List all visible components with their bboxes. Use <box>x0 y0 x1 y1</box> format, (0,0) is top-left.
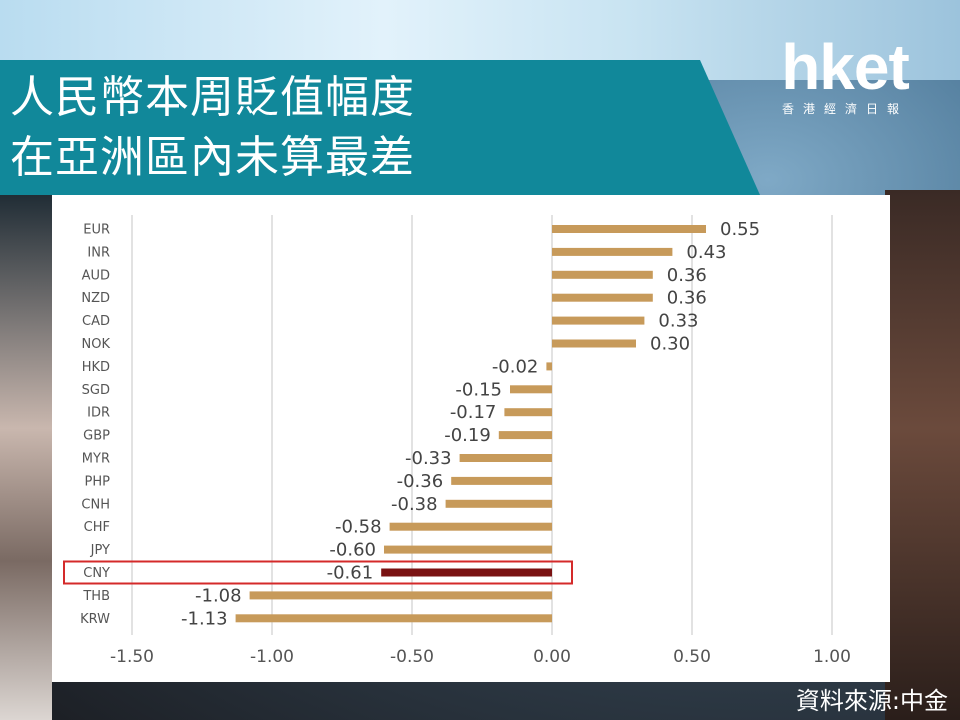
data-label: -0.60 <box>329 540 376 561</box>
data-label: 0.30 <box>650 334 690 355</box>
data-label: -0.38 <box>391 494 438 515</box>
bar <box>552 247 673 256</box>
hket-logo: hket 香港經濟日報 <box>755 35 935 130</box>
x-tick-label: 1.00 <box>813 647 851 667</box>
bar <box>235 614 552 623</box>
category-label: AUD <box>82 268 110 283</box>
data-label: 0.36 <box>667 265 707 286</box>
bar <box>510 385 552 394</box>
bar <box>546 362 552 371</box>
highlight-box <box>63 560 573 585</box>
data-label: -1.08 <box>195 585 242 606</box>
bar <box>249 591 552 600</box>
bar <box>498 431 552 440</box>
bar <box>552 293 653 302</box>
bar <box>445 499 552 508</box>
data-label: 0.43 <box>686 242 726 263</box>
bar <box>552 270 653 279</box>
bar <box>504 408 552 417</box>
category-label: SGD <box>82 383 110 398</box>
bar-chart: -1.50 -1.00 -0.50 0.00 0.50 1.00 EUR 0.55 INR 0.4… <box>63 215 851 667</box>
category-label: GBP <box>83 429 110 444</box>
source-note: 資料來源:中金 <box>795 687 948 715</box>
title-line-1: 人民幣本周貶值幅度 <box>10 72 415 123</box>
logo-wordmark: hket <box>781 31 910 103</box>
category-label: NZD <box>81 291 110 306</box>
category-label: PHP <box>85 474 111 489</box>
category-label: EUR <box>83 223 110 238</box>
data-label: -0.19 <box>444 425 491 446</box>
bar <box>459 454 552 462</box>
data-label: -0.15 <box>455 379 502 400</box>
category-label: CNY <box>83 566 110 581</box>
chart-panel: -1.50 -1.00 -0.50 0.00 0.50 1.00 EUR 0.55 INR 0.4… <box>52 195 890 682</box>
data-label: -0.02 <box>492 356 539 377</box>
data-label: -0.17 <box>450 402 497 423</box>
data-label: 0.36 <box>667 288 707 309</box>
category-label: JPY <box>90 543 110 558</box>
bar <box>552 225 706 233</box>
x-tick-label: -0.50 <box>390 647 434 667</box>
category-label: CHF <box>84 520 110 535</box>
category-label: HKD <box>82 360 110 375</box>
x-tick-label: 0.00 <box>533 647 571 667</box>
category-label: CNH <box>81 497 110 512</box>
bar <box>552 316 645 325</box>
data-label: -0.33 <box>405 448 452 469</box>
category-label: NOK <box>82 337 111 352</box>
x-tick-label: 0.50 <box>673 647 711 667</box>
data-label: 0.55 <box>720 219 760 240</box>
bar <box>451 476 552 485</box>
background-photo-left <box>0 190 52 720</box>
category-label: KRW <box>80 612 110 627</box>
data-label: -0.61 <box>327 563 374 584</box>
category-label: THB <box>82 589 110 604</box>
x-tick-label: -1.00 <box>250 647 294 667</box>
bar <box>381 568 552 577</box>
category-label: INR <box>87 245 110 260</box>
data-label: -0.36 <box>397 471 444 492</box>
category-label: MYR <box>82 452 110 467</box>
bar <box>552 339 636 348</box>
background-photo-right <box>885 190 960 720</box>
bar <box>389 522 552 531</box>
logo-subtitle: 香港經濟日報 <box>781 102 908 116</box>
title-banner: 人民幣本周貶值幅度 在亞洲區內未算最差 <box>0 60 760 195</box>
title-line-2: 在亞洲區內未算最差 <box>10 132 415 183</box>
category-label: IDR <box>87 406 110 421</box>
category-label: CAD <box>82 314 110 329</box>
x-tick-label: -1.50 <box>110 647 154 667</box>
bar <box>384 545 552 554</box>
data-label: -0.58 <box>335 517 382 538</box>
data-label: 0.33 <box>658 311 698 332</box>
data-label: -1.13 <box>181 608 228 629</box>
